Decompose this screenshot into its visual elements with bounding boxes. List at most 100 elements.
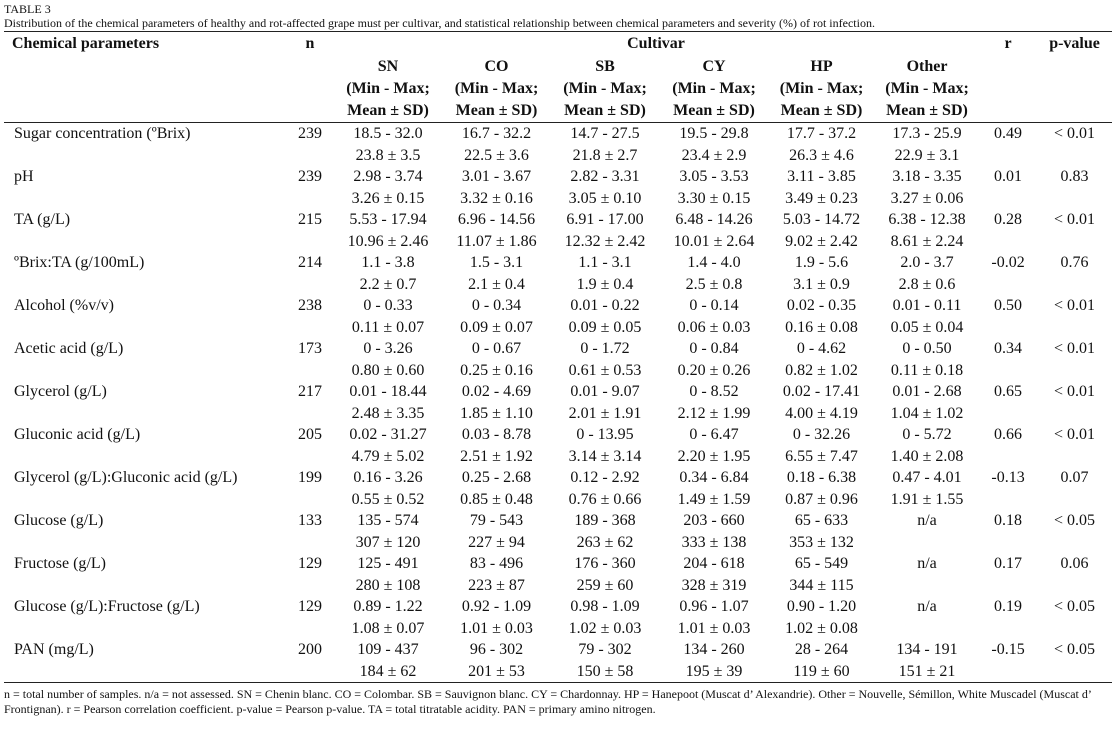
parameter-name: Glucose (g/L)	[14, 512, 104, 529]
r-value: 0.34	[994, 340, 1023, 357]
range-cell: 0.16 - 3.26	[353, 469, 423, 486]
mean-sd-cell: 3.27 ± 0.06	[890, 190, 964, 207]
r-value: -0.15	[991, 641, 1025, 658]
mean-sd-cell: 3.26 ± 0.15	[351, 190, 425, 207]
mean-sd-cell: 22.5 ± 3.6	[464, 147, 529, 164]
range-cell: 0.02 - 4.69	[461, 383, 532, 400]
range-cell: 0.01 - 2.68	[892, 383, 962, 400]
p-value: 0.06	[1060, 555, 1089, 572]
range-cell: 189 - 368	[574, 512, 636, 529]
sample-count: 129	[298, 555, 322, 572]
empty-cell	[1037, 575, 1112, 596]
range-cell: 6.48 - 14.26	[675, 211, 753, 228]
range-cell: 1.1 - 3.1	[578, 254, 632, 271]
table-row: PAN (mg/L) 200 109 - 437 96 - 302 79 - 302 13…	[4, 639, 1112, 661]
cultivar-header-line: Mean ± SD)	[886, 102, 968, 119]
range-cell: 0.01 - 0.11	[892, 297, 962, 314]
header-row-1: Chemical parameters n Cultivar r p-value	[4, 31, 1113, 56]
empty-cell	[287, 661, 333, 683]
table-row: 0.80 ± 0.60 0.25 ± 0.16 0.61 ± 0.53 0.20 ± …	[4, 360, 1112, 381]
table-row: 2.2 ± 0.7 2.1 ± 0.4 1.9 ± 0.4 2.5 ± 0.8 3.1 …	[4, 274, 1112, 295]
parameter-name: Acetic acid (g/L)	[14, 340, 124, 357]
empty-cell	[1037, 532, 1112, 553]
range-cell: 6.91 - 17.00	[566, 211, 644, 228]
table-row: Alcohol (%v/v) 238 0 - 0.33 0 - 0.34 0.01 - …	[4, 295, 1112, 317]
empty-cell	[979, 274, 1037, 295]
empty-cell	[4, 317, 287, 338]
range-cell: 0.02 - 31.27	[349, 426, 427, 443]
p-value: < 0.05	[1054, 512, 1096, 529]
mean-sd-cell: 2.12 ± 1.99	[677, 405, 751, 422]
empty-cell	[287, 317, 333, 338]
mean-sd-cell: 0.55 ± 0.52	[351, 491, 425, 508]
mean-sd-cell: 3.14 ± 3.14	[568, 448, 642, 465]
range-cell: 6.96 - 14.56	[457, 211, 536, 228]
p-value: < 0.05	[1054, 641, 1096, 658]
cultivar-header-line: SN	[377, 58, 399, 75]
empty-cell	[1037, 188, 1112, 209]
mean-sd-cell: 3.30 ± 0.15	[677, 190, 751, 207]
mean-sd-cell: 23.8 ± 3.5	[355, 147, 421, 164]
empty-cell	[287, 274, 333, 295]
table-row: Glycerol (g/L) 217 0.01 - 18.44 0.02 - 4.69…	[4, 381, 1112, 403]
parameter-name: TA (g/L)	[14, 211, 71, 228]
cultivar-header-line: (Min - Max;	[563, 80, 647, 97]
mean-sd-cell: 0.85 ± 0.48	[460, 491, 533, 508]
range-cell: 0 - 0.50	[902, 340, 952, 357]
range-cell: 0.02 - 17.41	[782, 383, 861, 400]
r-value: 0.18	[994, 512, 1023, 529]
r-value: 0.17	[994, 555, 1023, 572]
parameter-name: Glucose (g/L):Fructose (g/L)	[14, 598, 200, 615]
empty-cell	[4, 618, 287, 639]
p-value: 0.83	[1060, 168, 1089, 185]
empty-cell	[287, 532, 333, 553]
sample-count: 133	[298, 512, 322, 529]
cultivar-header-line: Mean ± SD)	[780, 102, 863, 119]
table-row: 4.79 ± 5.02 2.51 ± 1.92 3.14 ± 3.14 2.20 ± …	[4, 446, 1112, 467]
p-value: < 0.01	[1054, 383, 1096, 400]
table-row: 0.11 ± 0.07 0.09 ± 0.07 0.09 ± 0.05 0.06 ± …	[4, 317, 1112, 338]
range-cell: 16.7 - 32.2	[461, 125, 532, 142]
sample-count: 239	[298, 168, 322, 185]
mean-sd-cell: 0.16 ± 0.08	[785, 319, 858, 336]
mean-sd-cell: 263 ± 62	[576, 534, 634, 551]
range-cell: 203 - 660	[683, 512, 745, 529]
range-cell: 3.01 - 3.67	[461, 168, 532, 185]
mean-sd-cell: 307 ± 120	[355, 534, 421, 551]
range-cell: 5.03 - 14.72	[782, 211, 861, 228]
range-cell: 65 - 633	[794, 512, 849, 529]
header-cultivar-cy: CY (Min - Max; Mean ± SD)	[660, 56, 768, 123]
sample-count: 205	[298, 426, 322, 443]
header-blank	[4, 56, 287, 123]
empty-cell	[1037, 489, 1112, 510]
mean-sd-cell: 0.11 ± 0.07	[351, 319, 425, 336]
sample-count: 217	[298, 383, 322, 400]
range-cell: 0 - 0.14	[689, 297, 739, 314]
parameter-name: PAN (mg/L)	[14, 641, 94, 658]
parameter-name: Sugar concentration (ºBrix)	[14, 125, 191, 142]
sample-count: 214	[298, 254, 322, 271]
range-cell: 0.12 - 2.92	[570, 469, 640, 486]
cultivar-header-line: Mean ± SD)	[347, 102, 429, 119]
range-cell: n/a	[917, 598, 937, 615]
range-cell: 0 - 0.84	[689, 340, 739, 357]
empty-cell	[979, 317, 1037, 338]
table-row: 23.8 ± 3.5 22.5 ± 3.6 21.8 ± 2.7 23.4 ± 2.9…	[4, 145, 1112, 166]
mean-sd-cell: 1.85 ± 1.10	[460, 405, 533, 422]
mean-sd-cell: 26.3 ± 4.6	[789, 147, 854, 164]
mean-sd-cell: 2.1 ± 0.4	[468, 276, 525, 293]
cultivar-header-line: Mean ± SD)	[455, 102, 538, 119]
p-value: < 0.01	[1054, 340, 1096, 357]
sample-count: 238	[298, 297, 322, 314]
range-cell: n/a	[917, 512, 937, 529]
cultivar-header-line: (Min - Max;	[779, 80, 864, 97]
range-cell: 0.92 - 1.09	[461, 598, 532, 615]
header-row-cultivars: SN (Min - Max; Mean ± SD) CO (Min - Max; Mean…	[4, 56, 1113, 123]
empty-cell	[287, 446, 333, 467]
empty-cell	[1037, 618, 1112, 639]
mean-sd-cell: 3.05 ± 0.10	[568, 190, 642, 207]
range-cell: n/a	[917, 555, 937, 572]
table-header: Chemical parameters n Cultivar r p-value…	[4, 31, 1113, 123]
empty-cell	[979, 446, 1037, 467]
empty-cell	[287, 618, 333, 639]
